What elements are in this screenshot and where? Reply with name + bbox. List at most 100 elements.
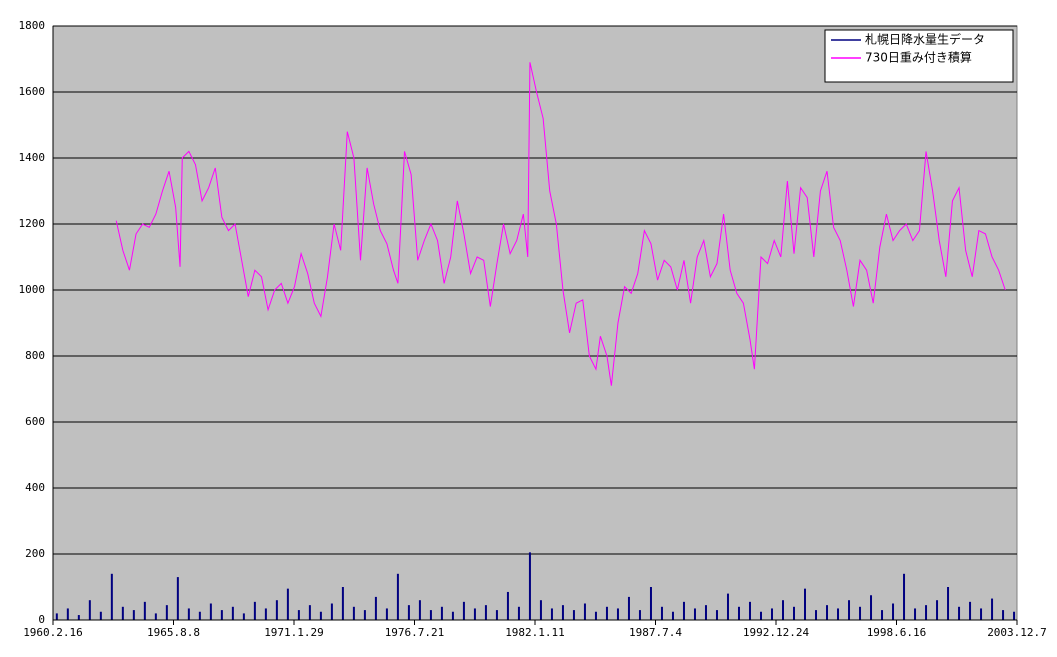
bar [1013,611,1016,620]
bar [77,615,80,620]
bar [781,600,784,620]
line [115,62,1006,386]
bar [363,610,366,620]
bar [187,608,190,620]
x-tick-label: 1965.8.8 [147,626,200,639]
bar [462,601,465,620]
bar [826,605,829,620]
y-tick-label: 400 [25,481,45,494]
bar [793,606,796,620]
bar [638,610,641,620]
bar [220,610,223,620]
legend-label: 730日重み付き積算 [865,50,972,65]
bar [154,613,157,620]
bar [242,613,245,620]
bar [539,600,542,620]
y-tick-label: 1800 [19,19,46,32]
bar [418,600,421,620]
bar [110,573,113,620]
bar [815,610,818,620]
bar [693,608,696,620]
bar [572,610,575,620]
bar [396,573,399,620]
y-tick-label: 1000 [19,283,46,296]
x-tick-label: 1998.6.16 [867,626,927,639]
bar [528,552,531,620]
bar [506,591,509,620]
bar [407,605,410,620]
bar [319,611,322,620]
bar [253,601,256,620]
bar [892,603,895,620]
bar [561,605,564,620]
y-tick-label: 200 [25,547,45,560]
bar [837,608,840,620]
y-tick-label: 600 [25,415,45,428]
bar [385,608,388,620]
bar [870,595,873,620]
bar [99,611,102,620]
bar [848,600,851,620]
bar [748,601,751,620]
bar [903,573,906,620]
bar [66,608,69,620]
x-tick-label: 1971.1.29 [264,626,324,639]
bar [991,598,994,620]
bar [341,587,344,620]
bar [914,608,917,620]
bar [947,587,950,620]
bar [936,600,939,620]
bar [770,608,773,620]
bar [121,606,124,620]
y-tick-label: 800 [25,349,45,362]
bar [143,601,146,620]
bar [682,601,685,620]
y-tick-label: 1600 [19,85,46,98]
x-tick-label: 1992.12.24 [743,626,810,639]
bar [165,605,168,620]
bar [451,611,454,620]
bar [715,610,718,620]
bar [495,610,498,620]
legend [824,29,1014,83]
bar [925,605,928,620]
bar [231,606,234,620]
x-tick-label: 1960.2.16 [23,626,83,639]
bar [517,606,520,620]
legend-label: 札幌日降水量生データ [865,32,985,47]
bar [804,588,807,620]
bar [132,610,135,620]
bar [969,601,972,620]
bar [429,610,432,620]
bar [264,608,267,620]
bar [198,611,201,620]
bar [473,608,476,620]
bar [704,605,707,620]
bar [55,613,58,620]
bar [374,596,377,620]
x-tick-label: 1976.7.21 [385,626,445,639]
bar [88,600,91,620]
bar [550,608,553,620]
bar [627,596,630,620]
bar [859,606,862,620]
bar [176,577,179,620]
bar [275,600,278,620]
x-tick-label: 1982.1.11 [505,626,565,639]
bar [980,608,983,620]
bar [330,603,333,620]
bar [671,611,674,620]
bar [440,606,443,620]
y-tick-label: 1200 [19,217,46,230]
bar [286,588,289,620]
y-tick-label: 1400 [19,151,46,164]
bar [881,610,884,620]
bar [605,606,608,620]
bar [726,593,729,620]
y-tick-label: 0 [38,613,45,626]
bar [484,605,487,620]
bar [737,606,740,620]
bar [352,606,355,620]
